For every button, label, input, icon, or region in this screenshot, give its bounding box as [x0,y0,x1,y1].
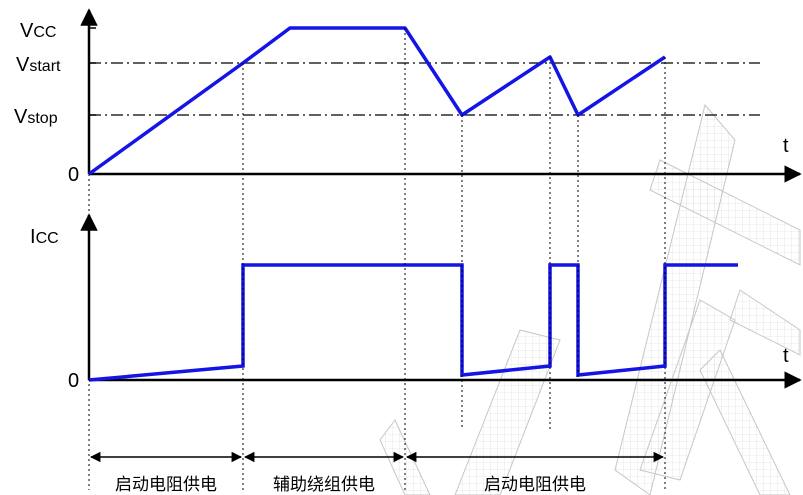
icc-time-label: t [783,345,789,367]
vcc-origin-label: 0 [68,164,79,186]
icc-axis-label: ICC [30,226,59,248]
vcc-time-label: t [783,135,789,157]
phase-label-1: 启动电阻供电 [115,475,217,495]
phase-label-2: 辅助绕组供电 [273,475,375,495]
vcc-waveform [87,26,666,176]
phase-label-3: 启动电阻供电 [484,475,586,495]
phase-guide-lines [88,28,666,490]
vcc-axis-label: VCC [20,20,56,42]
vstop-label: Vstop [14,106,58,128]
icc-origin-label: 0 [68,370,79,392]
vstart-label: Vstart [16,54,61,76]
icc-waveform [88,263,738,382]
watermark [379,103,801,495]
